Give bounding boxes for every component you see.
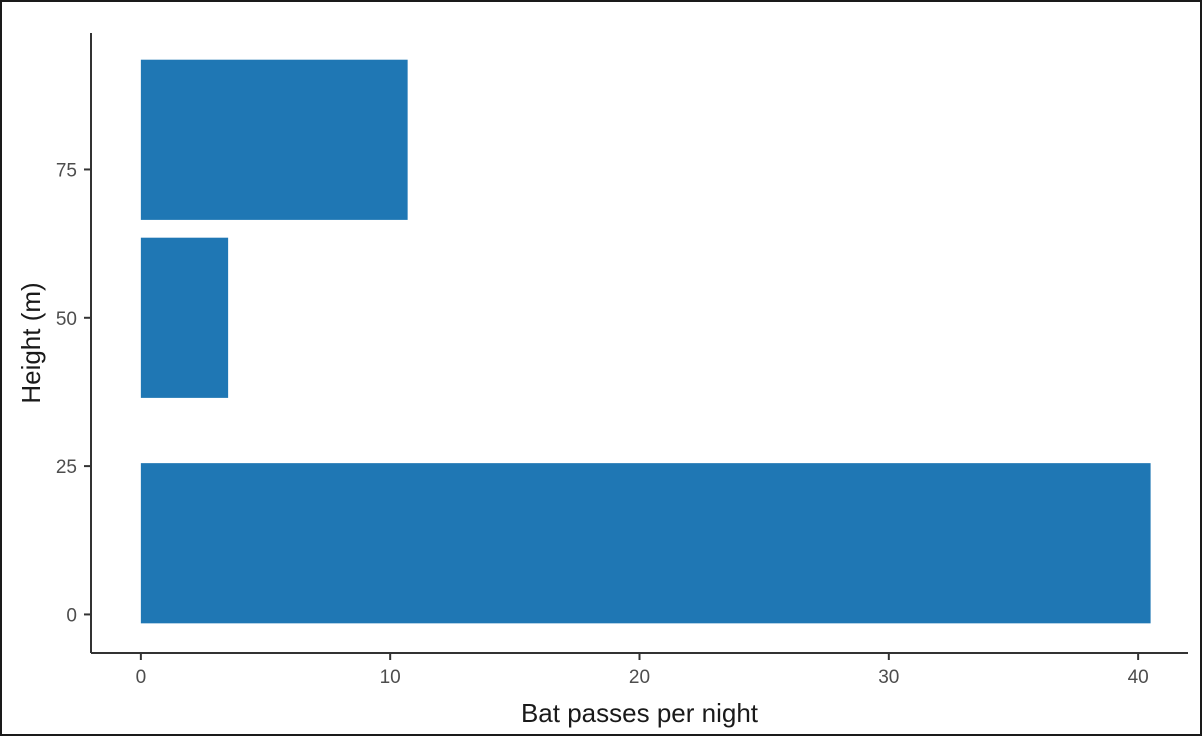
x-tick-label-4: 40 (1128, 667, 1149, 688)
bars-group (140, 59, 1151, 624)
y-axis-ticks: 0 25 50 75 (56, 160, 91, 626)
x-axis-ticks: 0 10 20 30 40 (136, 653, 1149, 688)
x-tick-label-1: 10 (380, 667, 401, 688)
x-tick-label-0: 0 (136, 667, 147, 688)
y-tick-label-1: 25 (56, 457, 77, 478)
x-tick-label-2: 20 (629, 667, 650, 688)
bar-1 (140, 237, 229, 398)
x-tick-label-3: 30 (878, 667, 899, 688)
y-tick-label-2: 50 (56, 309, 77, 330)
bar-2 (140, 59, 408, 220)
y-axis-title: Height (m) (16, 282, 46, 403)
y-tick-label-0: 0 (66, 605, 77, 626)
bar-0 (140, 463, 1151, 624)
x-axis-title: Bat passes per night (521, 698, 759, 728)
y-tick-label-3: 75 (56, 160, 77, 181)
